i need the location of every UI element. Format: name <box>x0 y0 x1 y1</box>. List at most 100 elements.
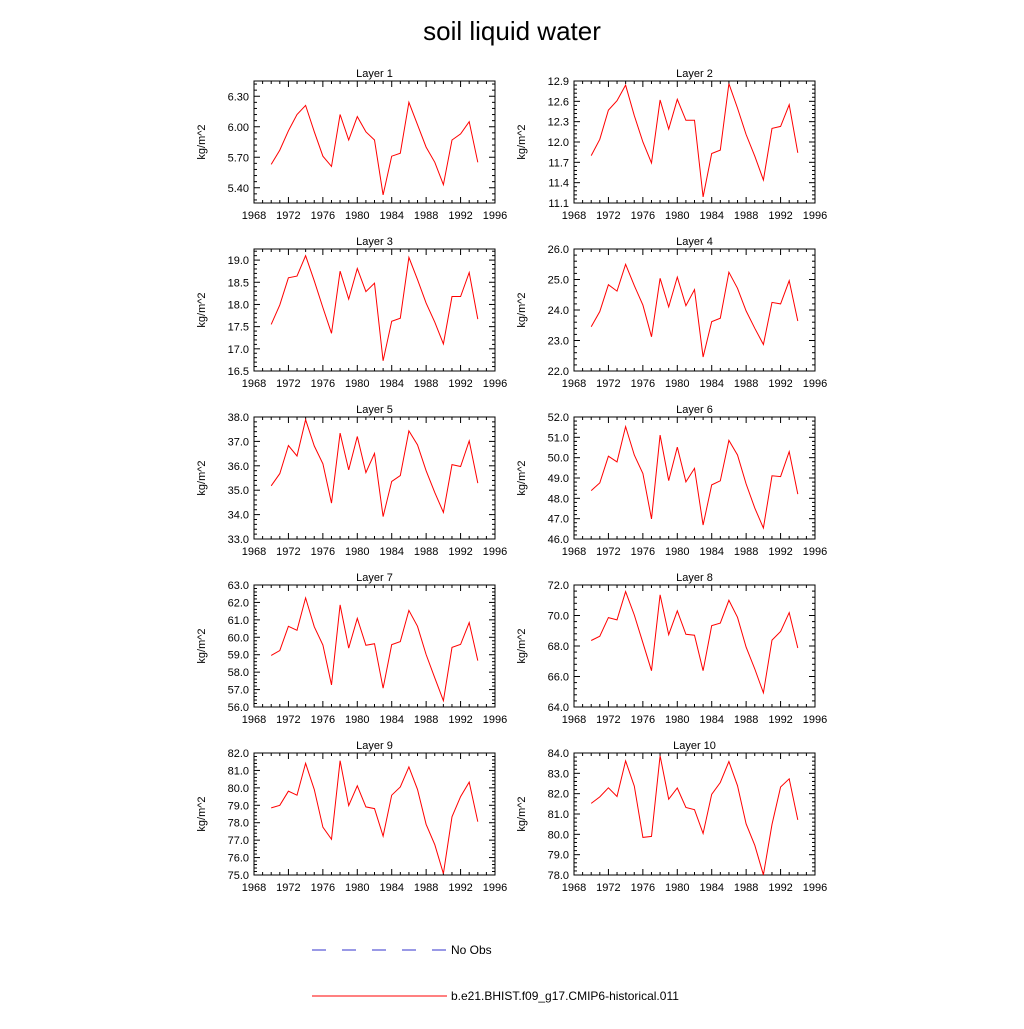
x-tick-label: 1968 <box>242 714 266 726</box>
y-tick-label: 38.0 <box>228 412 249 424</box>
x-tick-label: 1992 <box>448 378 472 390</box>
x-tick-label: 1972 <box>596 378 620 390</box>
x-tick-label: 1976 <box>311 714 335 726</box>
x-tick-label: 1980 <box>665 714 689 726</box>
y-tick-label: 16.5 <box>228 366 249 378</box>
x-tick-label: 1984 <box>379 210 403 222</box>
series-line-model <box>590 262 799 358</box>
x-tick-label: 1968 <box>242 378 266 390</box>
y-tick-label: 68.0 <box>548 641 569 653</box>
series-line-model <box>590 755 799 875</box>
x-tick-label: 1968 <box>242 210 266 222</box>
y-tick-label: 59.0 <box>228 650 249 662</box>
y-tick-label: 12.0 <box>548 137 569 149</box>
series-line-model <box>590 83 799 197</box>
y-tick-label: 51.0 <box>548 432 569 444</box>
x-tick-label: 1984 <box>379 882 403 894</box>
plot-frame <box>253 416 496 540</box>
plot-frame <box>573 248 816 372</box>
y-tick-label: 81.0 <box>548 809 569 821</box>
figure-title: soil liquid water <box>423 16 601 46</box>
x-tick-label: 1992 <box>768 210 792 222</box>
y-tick-label: 11.4 <box>548 178 569 190</box>
y-tick-label: 78.0 <box>228 818 249 830</box>
y-tick-label: 6.00 <box>228 122 249 134</box>
x-tick-label: 1984 <box>379 546 403 558</box>
y-tick-label: 11.1 <box>548 198 569 210</box>
series-line-model <box>590 424 799 530</box>
x-tick-label: 1992 <box>768 378 792 390</box>
x-tick-label: 1988 <box>734 210 758 222</box>
y-axis-label: kg/m^2 <box>516 796 528 831</box>
y-tick-label: 80.0 <box>548 829 569 841</box>
x-tick-label: 1976 <box>631 378 655 390</box>
x-tick-label: 1984 <box>379 714 403 726</box>
y-tick-label: 64.0 <box>548 702 569 714</box>
x-tick-label: 1988 <box>414 378 438 390</box>
x-tick-label: 1996 <box>483 378 507 390</box>
panel-title: Layer 3 <box>356 236 393 248</box>
y-tick-label: 78.0 <box>548 870 569 882</box>
x-tick-label: 1968 <box>562 714 586 726</box>
x-tick-label: 1972 <box>276 882 300 894</box>
x-tick-label: 1968 <box>562 378 586 390</box>
y-tick-label: 66.0 <box>548 672 569 684</box>
y-tick-label: 70.0 <box>548 611 569 623</box>
x-tick-label: 1980 <box>345 378 369 390</box>
y-tick-label: 80.0 <box>228 783 249 795</box>
plot-frame <box>253 752 496 876</box>
y-tick-label: 22.0 <box>548 366 569 378</box>
y-tick-label: 33.0 <box>228 534 249 546</box>
y-tick-label: 72.0 <box>548 580 569 592</box>
x-tick-label: 1972 <box>596 882 620 894</box>
y-tick-label: 52.0 <box>548 412 569 424</box>
x-tick-label: 1972 <box>596 210 620 222</box>
y-tick-label: 50.0 <box>548 453 569 465</box>
plot-frame <box>573 416 816 540</box>
x-tick-label: 1988 <box>414 882 438 894</box>
y-tick-label: 58.0 <box>228 667 249 679</box>
panel-title: Layer 2 <box>676 68 713 80</box>
x-tick-label: 1984 <box>379 378 403 390</box>
panel-layer-8: Layer 8 1968 1972 1976 1980 1984 1988 1992 1996 6… <box>516 572 827 726</box>
panel-title: Layer 7 <box>356 572 393 584</box>
x-tick-label: 1972 <box>276 546 300 558</box>
legend-label-model: b.e21.BHIST.f09_g17.CMIP6-historical.011 <box>451 989 679 1003</box>
x-tick-label: 1968 <box>242 546 266 558</box>
y-tick-label: 77.0 <box>228 835 249 847</box>
series-line-model <box>590 590 799 695</box>
y-axis-label: kg/m^2 <box>516 292 528 327</box>
x-tick-label: 1976 <box>631 714 655 726</box>
x-tick-label: 1992 <box>768 714 792 726</box>
y-axis-label: kg/m^2 <box>516 628 528 663</box>
y-tick-label: 81.0 <box>228 765 249 777</box>
panel-layer-2: Layer 2 1968 1972 1976 1980 1984 1988 1992 1996 1… <box>516 68 827 222</box>
x-tick-label: 1992 <box>448 714 472 726</box>
y-axis-label: kg/m^2 <box>196 796 208 831</box>
x-tick-label: 1980 <box>665 546 689 558</box>
series-line-model <box>270 417 479 517</box>
panel-title: Layer 10 <box>673 740 716 752</box>
x-tick-label: 1980 <box>345 546 369 558</box>
x-tick-label: 1992 <box>768 882 792 894</box>
x-tick-label: 1980 <box>665 378 689 390</box>
x-tick-label: 1984 <box>699 714 723 726</box>
y-tick-label: 25.0 <box>548 275 569 287</box>
y-tick-label: 61.0 <box>228 615 249 627</box>
y-tick-label: 12.3 <box>548 117 569 129</box>
y-tick-label: 57.0 <box>228 685 249 697</box>
panel-layer-6: Layer 6 1968 1972 1976 1980 1984 1988 1992 1996 4… <box>516 404 827 558</box>
y-tick-label: 82.0 <box>548 789 569 801</box>
y-axis-label: kg/m^2 <box>516 124 528 159</box>
x-tick-label: 1984 <box>699 546 723 558</box>
series-line-model <box>270 100 479 196</box>
x-tick-label: 1984 <box>699 882 723 894</box>
y-tick-label: 49.0 <box>548 473 569 485</box>
y-tick-label: 12.9 <box>548 76 569 88</box>
legend-label-no-obs: No Obs <box>451 943 492 957</box>
panel-layer-10: Layer 10 1968 1972 1976 1980 1984 1988 1992 1996… <box>516 740 827 894</box>
x-tick-label: 1968 <box>562 546 586 558</box>
x-tick-label: 1988 <box>414 210 438 222</box>
